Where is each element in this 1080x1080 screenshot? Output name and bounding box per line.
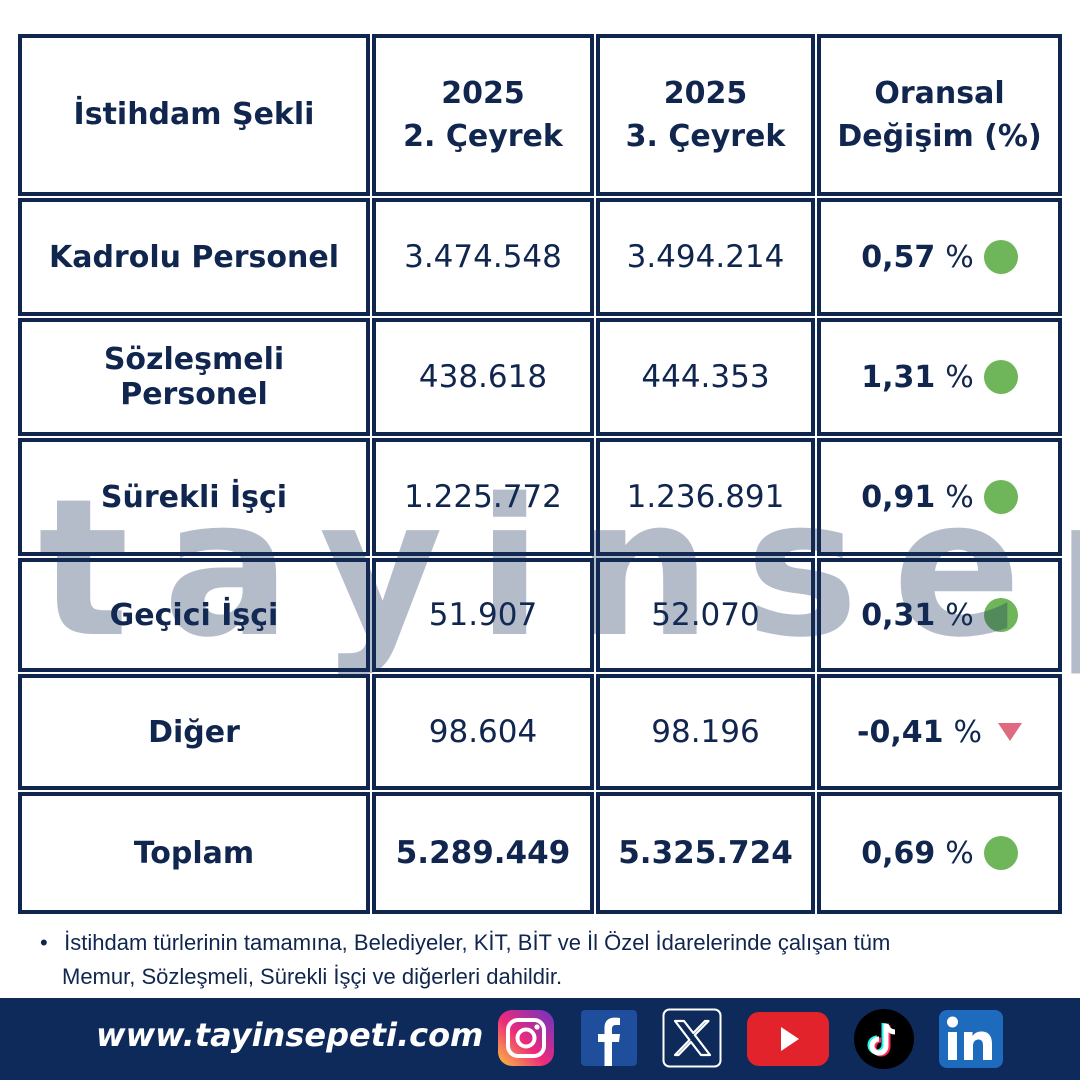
facebook-icon[interactable] bbox=[580, 1008, 638, 1068]
row-label: Kadrolu Personel bbox=[18, 198, 370, 316]
row-q3-value: 444.353 bbox=[596, 318, 815, 436]
x-icon[interactable] bbox=[662, 1008, 722, 1068]
row-q3-value: 98.196 bbox=[596, 674, 815, 790]
row-q2-value: 98.604 bbox=[372, 674, 594, 790]
row-change: 1,31% bbox=[817, 318, 1062, 436]
table-header-row: İstihdam Şekli 2025 2. Çeyrek 2025 3. Çe… bbox=[18, 34, 1062, 196]
table-row: Sözleşmeli Personel 438.618 444.353 1,31… bbox=[18, 318, 1062, 436]
row-q2-value: 5.289.449 bbox=[372, 792, 594, 914]
header-q2-2025: 2025 2. Çeyrek bbox=[372, 34, 594, 196]
tiktok-icon[interactable] bbox=[853, 1008, 915, 1070]
percent-sign: % bbox=[945, 479, 974, 515]
bullet-icon: • bbox=[40, 930, 48, 955]
row-label: Geçici İşçi bbox=[18, 558, 370, 672]
employment-table: İstihdam Şekli 2025 2. Çeyrek 2025 3. Çe… bbox=[18, 34, 1080, 914]
table-row: Kadrolu Personel 3.474.548 3.494.214 0,5… bbox=[18, 198, 1062, 316]
percent-sign: % bbox=[945, 597, 974, 633]
header-q3-2025: 2025 3. Çeyrek bbox=[596, 34, 815, 196]
linkedin-icon[interactable] bbox=[938, 1008, 1004, 1070]
row-change: 0,69% bbox=[817, 792, 1062, 914]
row-q3-value: 1.236.891 bbox=[596, 438, 815, 556]
row-label: Sürekli İşçi bbox=[18, 438, 370, 556]
up-indicator-icon bbox=[983, 836, 1018, 870]
row-q2-value: 3.474.548 bbox=[372, 198, 594, 316]
row-q3-value: 52.070 bbox=[596, 558, 815, 672]
footnote: • İstihdam türlerinin tamamına, Belediye… bbox=[40, 926, 1050, 994]
row-change: 0,31% bbox=[817, 558, 1062, 672]
row-q3-value: 3.494.214 bbox=[596, 198, 815, 316]
percent-sign: % bbox=[945, 359, 974, 395]
down-indicator-icon bbox=[998, 723, 1022, 741]
row-change: 0,57% bbox=[817, 198, 1062, 316]
up-indicator-icon bbox=[983, 360, 1018, 394]
row-change: 0,91% bbox=[817, 438, 1062, 556]
row-q3-value: 5.325.724 bbox=[596, 792, 815, 914]
change-value: 0,69 bbox=[861, 835, 936, 871]
change-value: 0,91 bbox=[861, 479, 936, 515]
change-value: 0,31 bbox=[861, 597, 936, 633]
percent-sign: % bbox=[953, 714, 982, 750]
up-indicator-icon bbox=[983, 480, 1018, 514]
instagram-icon[interactable] bbox=[496, 1008, 556, 1068]
row-label: Toplam bbox=[18, 792, 370, 914]
row-change: -0,41% bbox=[817, 674, 1062, 790]
header-employment-type: İstihdam Şekli bbox=[18, 34, 370, 196]
footer-bar: www.tayinsepeti.com bbox=[0, 998, 1080, 1080]
table-row: Sürekli İşçi 1.225.772 1.236.891 0,91% bbox=[18, 438, 1062, 556]
header-ratio-change: Oransal Değişim (%) bbox=[817, 34, 1062, 196]
up-indicator-icon bbox=[983, 598, 1018, 632]
row-q2-value: 51.907 bbox=[372, 558, 594, 672]
youtube-icon[interactable] bbox=[745, 1008, 831, 1068]
row-q2-value: 1.225.772 bbox=[372, 438, 594, 556]
percent-sign: % bbox=[945, 835, 974, 871]
row-label: Sözleşmeli Personel bbox=[18, 318, 370, 436]
row-q2-value: 438.618 bbox=[372, 318, 594, 436]
change-value: 0,57 bbox=[861, 239, 936, 275]
up-indicator-icon bbox=[983, 240, 1018, 274]
table-row: Toplam 5.289.449 5.325.724 0,69% bbox=[18, 792, 1062, 914]
website-link[interactable]: www.tayinsepeti.com bbox=[96, 1016, 484, 1054]
row-label: Diğer bbox=[18, 674, 370, 790]
table-row: Geçici İşçi 51.907 52.070 0,31% bbox=[18, 558, 1062, 672]
table-row: Diğer 98.604 98.196 -0,41% bbox=[18, 674, 1062, 790]
change-value: 1,31 bbox=[861, 359, 936, 395]
change-value: -0,41 bbox=[857, 714, 944, 750]
percent-sign: % bbox=[945, 239, 974, 275]
